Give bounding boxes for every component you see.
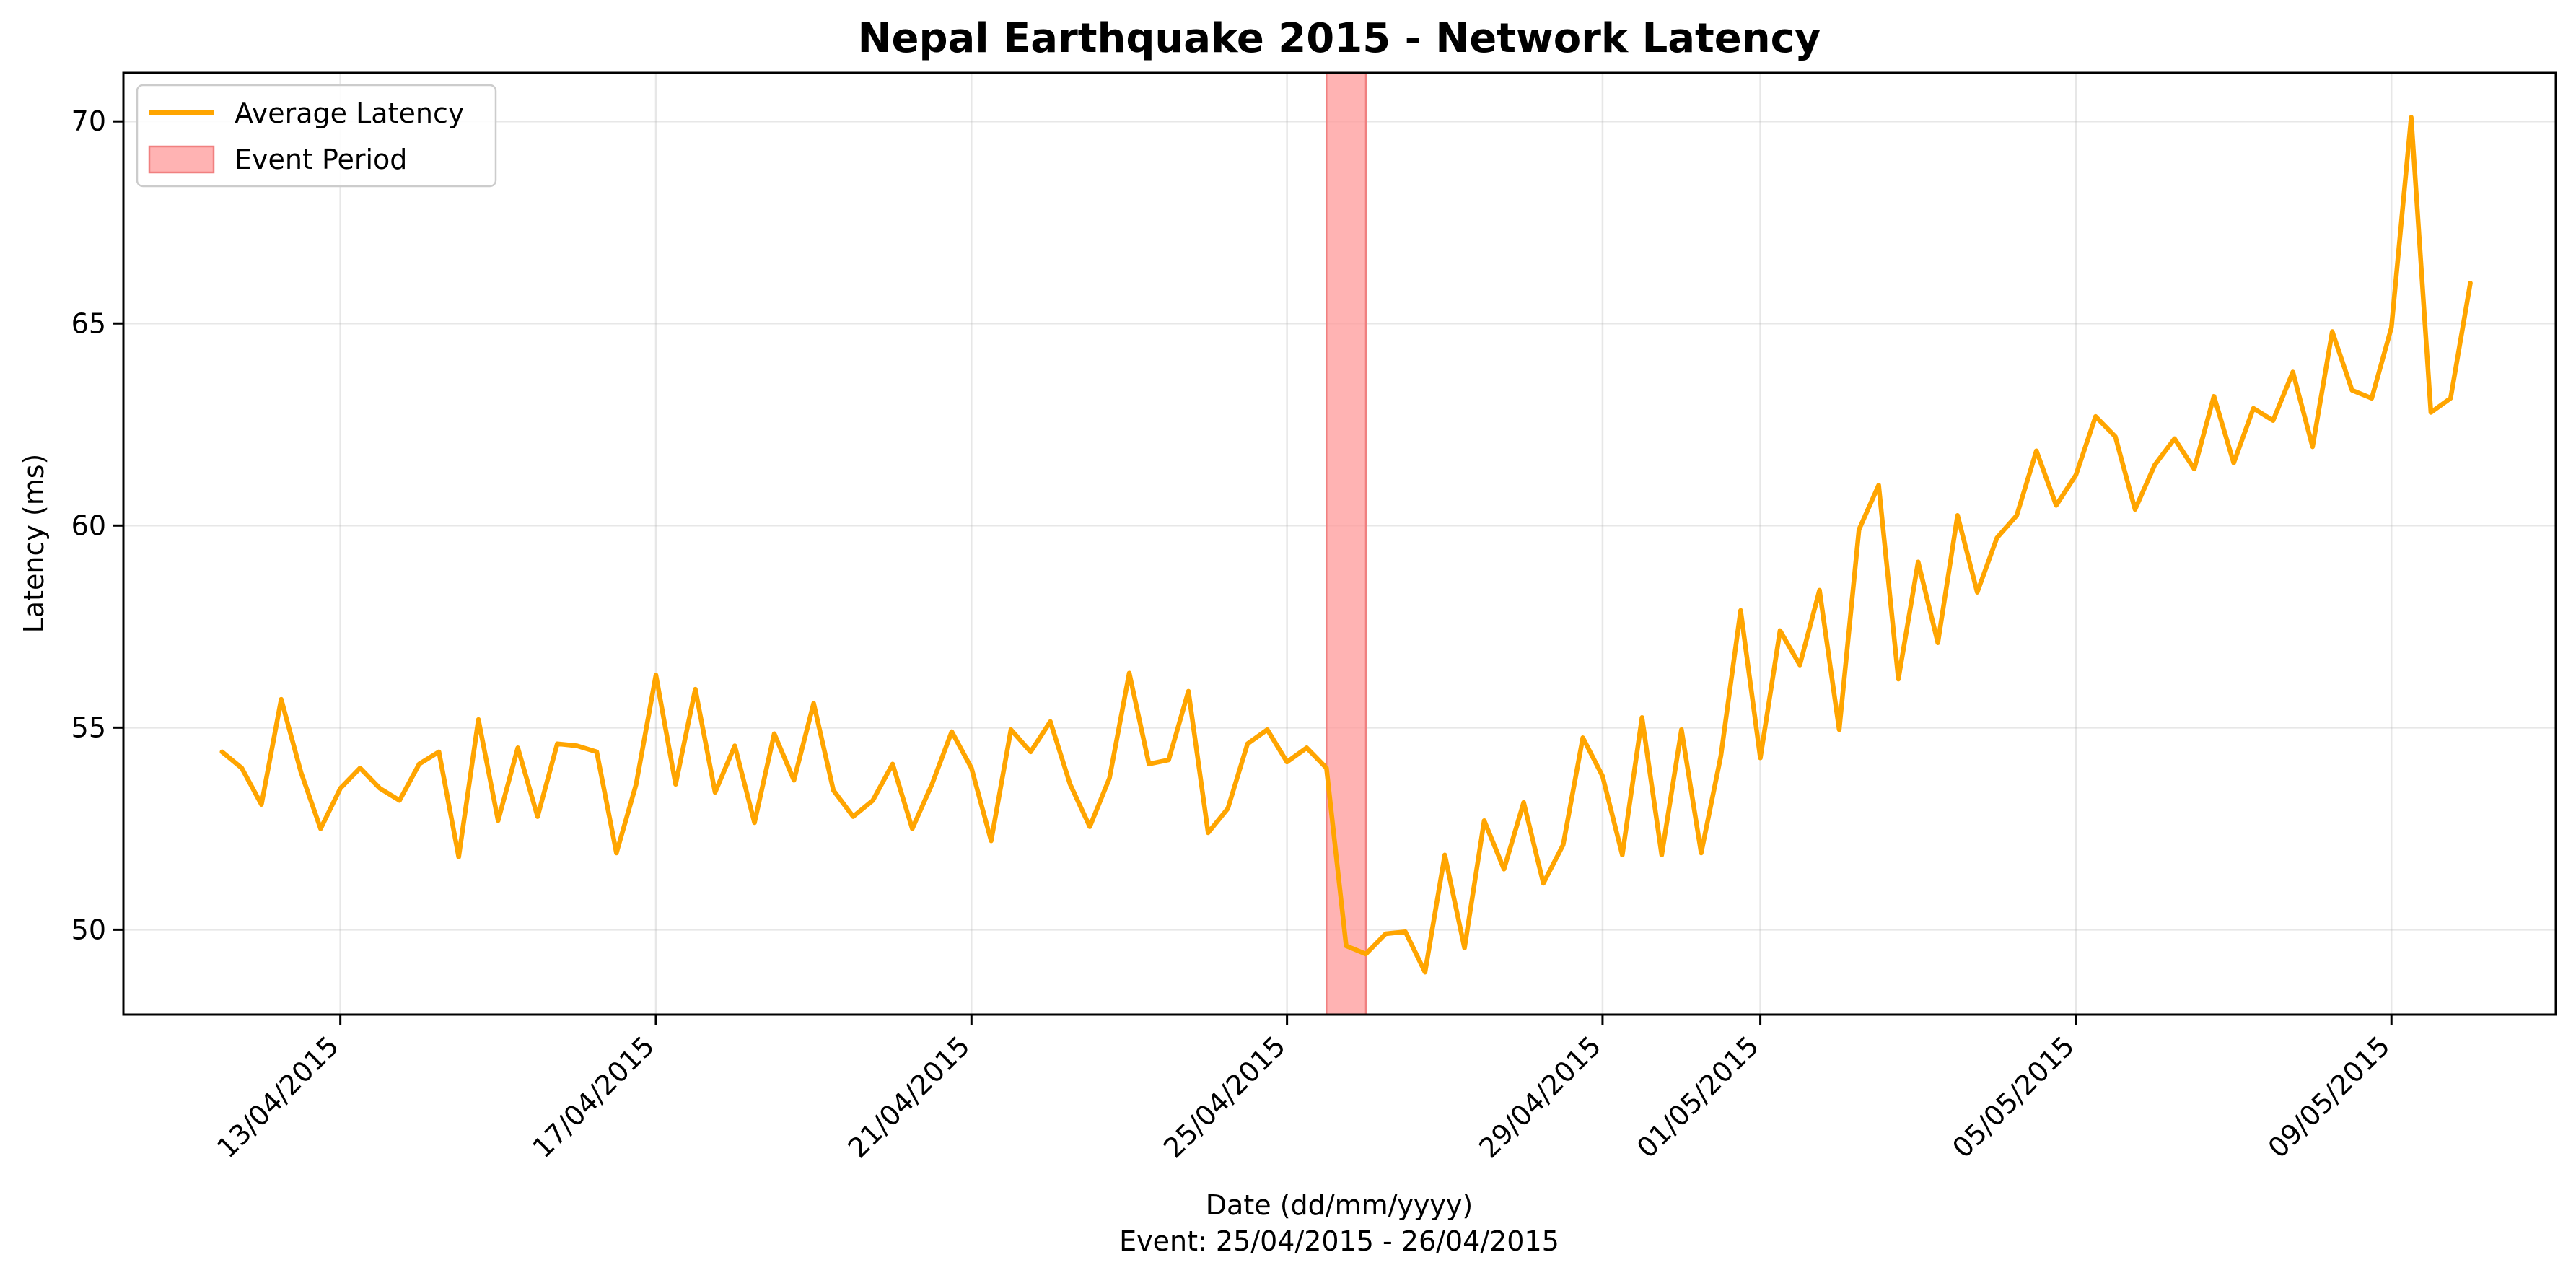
legend-frame	[136, 84, 497, 188]
event-period-band	[1326, 71, 1367, 1016]
event-period-layer	[1326, 71, 1367, 1016]
x-tick-label: 01/05/2015	[1631, 1030, 1765, 1164]
y-tick-label: 55	[71, 712, 106, 743]
average-latency-line	[219, 115, 2473, 975]
legend-label-average-latency: Average Latency	[235, 97, 464, 129]
x-tick-label: 17/04/2015	[526, 1030, 660, 1164]
legend-label-event-period: Event Period	[235, 144, 407, 175]
legend: Average Latency Event Period	[136, 84, 497, 188]
y-axis-ticks: 50 55 60 65 70	[71, 105, 123, 945]
y-tick-label: 60	[71, 509, 106, 541]
x-tick-label: 05/05/2015	[1946, 1030, 2080, 1164]
x-axis-ticks: 13/04/2015 17/04/2015 21/04/2015 25/04/2015…	[211, 1015, 2396, 1164]
x-tick-label: 29/04/2015	[1473, 1030, 1607, 1164]
x-axis-label: Date (dd/mm/yyyy)	[1206, 1189, 1473, 1221]
x-tick-label: 09/05/2015	[2262, 1030, 2396, 1164]
y-tick-label: 70	[71, 105, 106, 137]
x-tick-label: 25/04/2015	[1157, 1030, 1292, 1164]
x-axis-event-note: Event: 25/04/2015 - 26/04/2015	[1119, 1225, 1559, 1257]
plot-frame	[122, 71, 2557, 1016]
legend-swatch-event-period	[148, 145, 215, 174]
chart-title: Nepal Earthquake 2015 - Network Latency	[858, 15, 1821, 62]
y-tick-label: 65	[71, 307, 106, 339]
x-tick-label: 13/04/2015	[211, 1030, 345, 1164]
y-axis-label: Latency (ms)	[18, 454, 50, 634]
series-layer	[219, 115, 2473, 975]
y-tick-label: 50	[71, 914, 106, 945]
x-tick-label: 21/04/2015	[842, 1030, 976, 1164]
